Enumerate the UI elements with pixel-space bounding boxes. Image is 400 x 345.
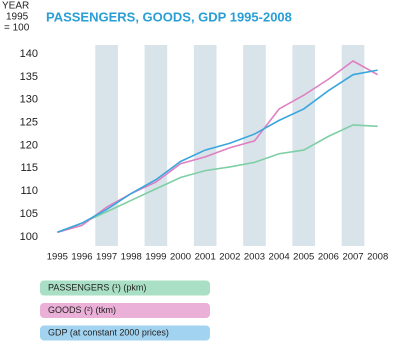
y-tick-label: 120 [20, 139, 38, 151]
y-tick-label: 125 [20, 117, 38, 129]
x-tick-label: 2006 [318, 252, 339, 263]
y-label: 1995 [6, 12, 29, 23]
legend-label: GDP (at constant 2000 prices) [48, 327, 169, 337]
x-tick-label: 1997 [96, 252, 117, 263]
y-label: = 100 [4, 23, 30, 34]
y-tick-label: 130 [20, 94, 38, 106]
x-tick-label: 2005 [293, 252, 314, 263]
chart-title: PASSENGERS, GOODS, GDP 1995-2008 [46, 9, 292, 24]
legend-box [40, 280, 210, 296]
x-tick-label: 2001 [195, 252, 216, 263]
series-line [57, 124, 378, 234]
legend-box [40, 325, 210, 341]
column-band [193, 45, 217, 246]
x-tick-label: 1998 [121, 252, 142, 263]
x-tick-label: 2000 [170, 252, 191, 263]
column-band [292, 45, 316, 246]
y-label: YEAR [2, 1, 29, 12]
column-band [341, 45, 365, 246]
y-tick-label: 100 [20, 231, 38, 243]
y-tick-label: 105 [20, 208, 38, 220]
y-tick-label: 140 [20, 48, 38, 60]
y-tick-label: 110 [20, 185, 38, 197]
x-tick-label: 1996 [71, 252, 92, 263]
series-line [57, 60, 379, 234]
x-tick-label: 2002 [219, 252, 240, 263]
legend-box [40, 303, 210, 318]
y-tick-label: 135 [20, 71, 38, 83]
x-tick-label: 1995 [47, 252, 68, 263]
x-tick-label: 1999 [145, 252, 166, 263]
x-tick-label: 2007 [342, 252, 363, 263]
legend-label: GOODS (²) (tkm) [48, 305, 116, 315]
x-tick-label: 2008 [367, 252, 388, 263]
y-tick-label: 115 [20, 162, 38, 174]
column-band [243, 45, 266, 246]
series-line [57, 69, 378, 234]
x-tick-label: 2004 [269, 252, 290, 263]
x-tick-label: 2003 [244, 252, 265, 263]
column-band [95, 45, 118, 246]
column-band [144, 45, 168, 246]
legend-label: PASSENGERS (¹) (pkm) [48, 282, 146, 292]
